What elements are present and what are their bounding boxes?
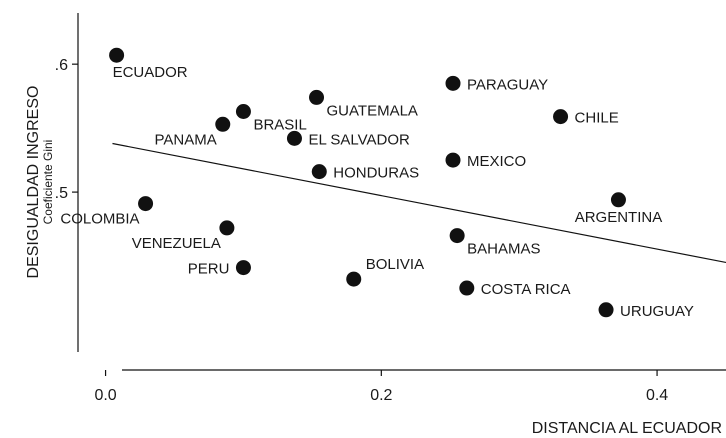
y-tick-label: .6 [55,57,68,74]
data-label: EL SALVADOR [308,131,410,148]
data-label: VENEZUELA [132,235,221,252]
data-label: COLOMBIA [60,211,139,228]
y-axis-title-group: DESIGUALDAD INGRESO Coeficiente Gini [25,86,55,279]
data-point [311,164,327,180]
data-label: CHILE [575,110,619,127]
x-tick-label: 0.2 [370,387,392,404]
data-label: URUGUAY [620,303,694,320]
data-point [286,130,302,146]
x-axis-ticks: 0.0 0.2 0.4 [94,370,668,404]
data-label: COSTA RICA [481,281,571,298]
y-tick-label: .5 [55,185,68,202]
x-axis-title: DISTANCIA AL ECUADOR [532,420,722,437]
x-tick-label: 0.0 [94,387,116,404]
data-point [445,152,461,168]
data-label: PARAGUAY [467,76,548,93]
data-labels: ECUADOR PANAMA BRASIL GUATEMALA EL SALVADOR H… [60,64,694,320]
data-point [235,260,251,276]
y-axis-title: DESIGUALDAD INGRESO [25,86,42,279]
data-label: ECUADOR [113,64,188,81]
data-point [138,196,154,212]
y-axis-subtitle: Coeficiente Gini [41,140,55,225]
data-point [553,109,569,125]
data-point [445,75,461,91]
plot-area: .6 .5 0.0 0.2 0.4 ECUADOR PANAMA BRASIL GUATEM… [55,13,726,404]
data-label: BAHAMAS [467,241,540,258]
data-label: PANAMA [155,131,217,148]
data-label: BRASIL [253,117,306,134]
data-point [215,116,231,132]
y-axis-ticks: .6 .5 [55,57,78,202]
trendline [112,142,726,264]
data-label: GUATEMALA [327,102,418,119]
data-point [235,104,251,120]
data-label: ARGENTINA [575,209,663,226]
x-tick-label: 0.4 [646,387,668,404]
data-label: PERU [188,261,230,278]
data-point [219,220,235,236]
data-point [449,228,465,244]
data-label: MEXICO [467,153,526,170]
data-point [346,271,362,287]
data-point [459,280,475,296]
data-label: BOLIVIA [366,256,424,273]
data-points [109,47,626,318]
data-label: HONDURAS [333,165,419,182]
data-point [309,89,325,105]
data-point [598,302,614,318]
data-point [610,192,626,208]
data-point [109,47,125,63]
